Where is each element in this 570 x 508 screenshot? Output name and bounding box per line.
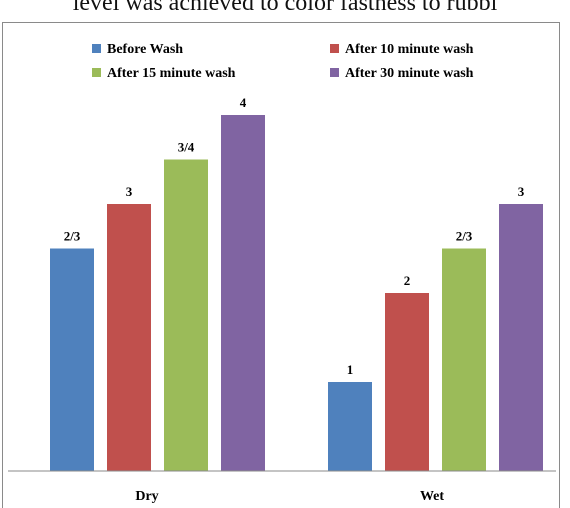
chart-frame (2, 22, 560, 508)
bar (385, 293, 429, 471)
legend-entry: After 10 minute wash (345, 42, 474, 57)
bar (499, 204, 543, 471)
category-label: Dry (135, 489, 158, 504)
legend-swatch (330, 44, 339, 53)
legend: Before Wash After 10 minute wash After 15 … (92, 42, 474, 81)
legend-entry: After 15 minute wash (107, 66, 236, 81)
data-label: 1 (347, 362, 354, 377)
legend-swatch (92, 68, 101, 77)
legend-entry: After 30 minute wash (345, 66, 474, 81)
category-labels: Dry Wet (135, 489, 444, 504)
caption-fragment: level was achieved to color fastness to … (72, 0, 498, 16)
legend-swatch (330, 68, 339, 77)
legend-swatch (92, 44, 101, 53)
bars: 2/3 3 3/4 4 1 2 2/3 3 (50, 95, 543, 471)
bar (442, 248, 486, 471)
data-label: 4 (240, 95, 247, 110)
data-label: 2/3 (456, 229, 473, 244)
legend-entry: Before Wash (107, 42, 183, 57)
bar (221, 115, 265, 471)
data-label: 3/4 (178, 140, 195, 155)
bar (107, 204, 151, 471)
category-label: Wet (420, 489, 444, 504)
bar (50, 248, 94, 471)
data-label: 3 (518, 184, 525, 199)
bar (164, 159, 208, 471)
data-label: 3 (126, 184, 133, 199)
data-label: 2/3 (64, 229, 81, 244)
bar (328, 382, 372, 471)
data-label: 2 (404, 273, 411, 288)
